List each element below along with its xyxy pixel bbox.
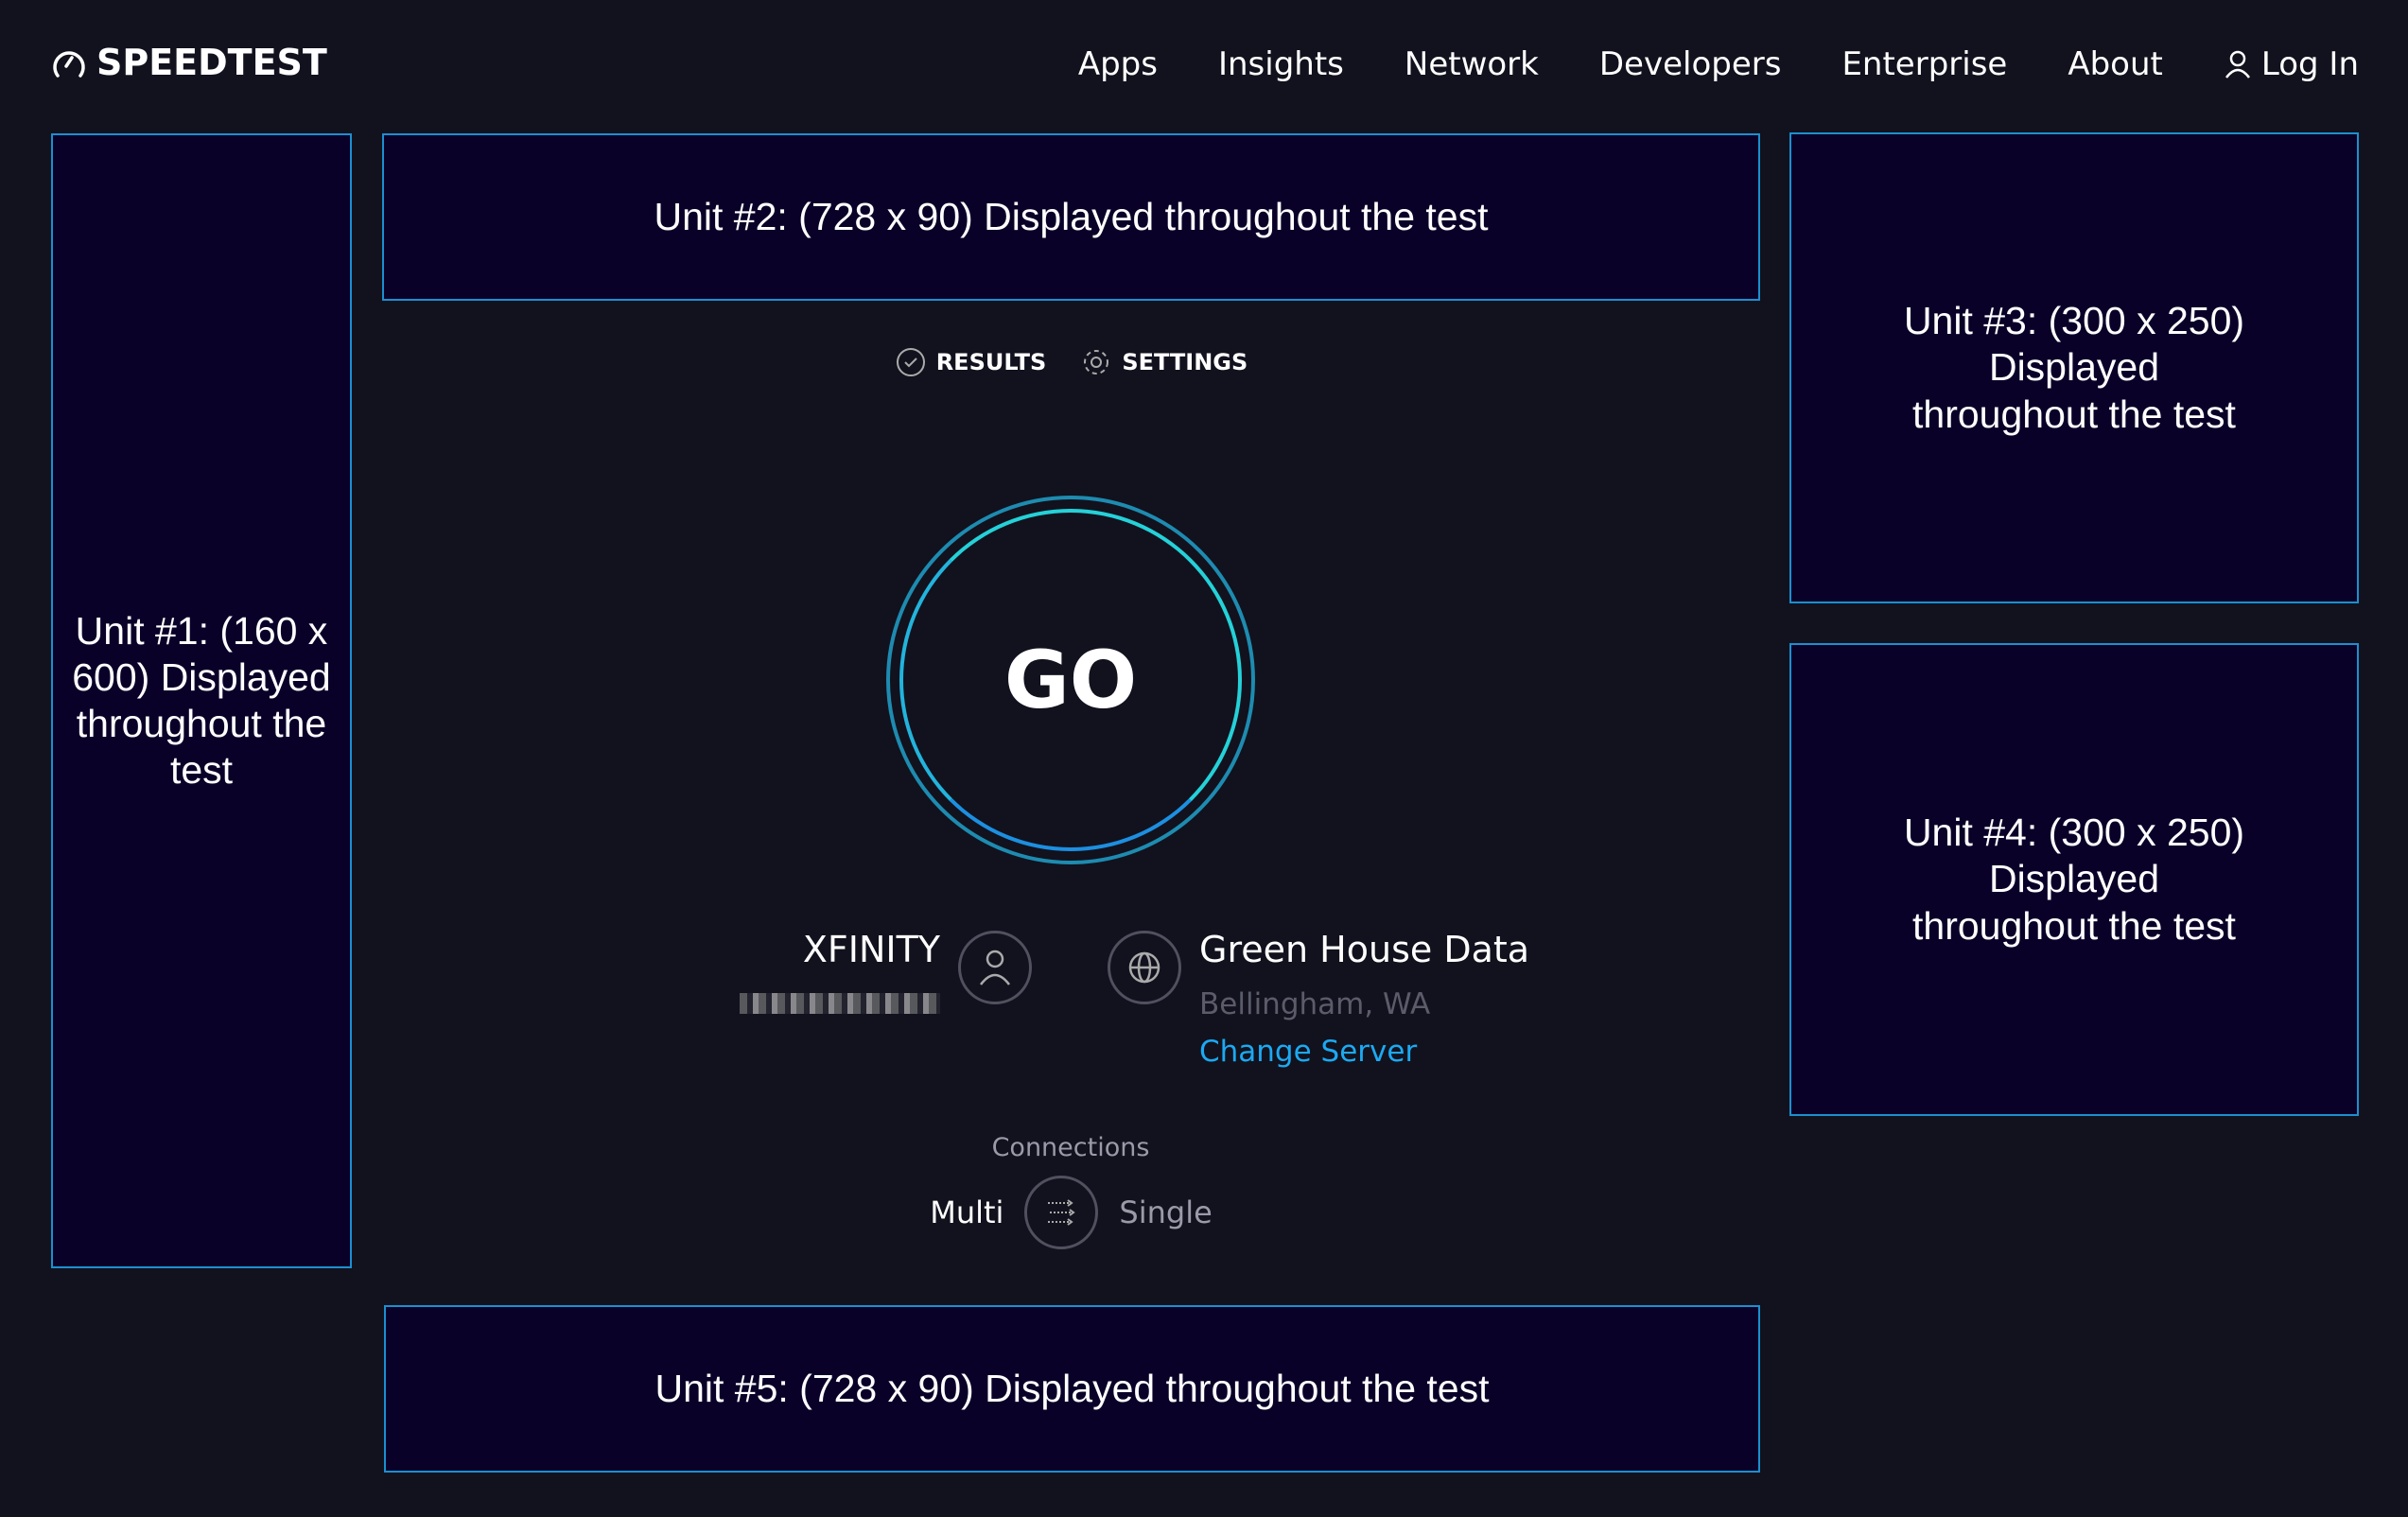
go-ring: GO	[886, 496, 1255, 864]
nav-insights[interactable]: Insights	[1217, 45, 1344, 83]
ad-unit-4-text: Unit #4: (300 x 250) Displayed throughou…	[1903, 811, 2245, 948]
nav-apps[interactable]: Apps	[1077, 45, 1158, 83]
check-circle-icon	[896, 348, 925, 376]
ad-unit-1[interactable]: Unit #1: (160 x 600) Displayed throughou…	[51, 133, 352, 1268]
main-nav: Apps Insights Network Developers Enterpr…	[1078, 40, 2359, 89]
connections-label: Connections	[991, 1133, 1150, 1162]
nav-developers[interactable]: Developers	[1598, 45, 1782, 83]
login-link[interactable]: Log In	[2224, 45, 2359, 83]
connections-toggle: Multi Single	[0, 1176, 2142, 1249]
nav-enterprise[interactable]: Enterprise	[1841, 45, 2008, 83]
tab-results-label: RESULTS	[935, 349, 1047, 375]
logo-text: SPEEDTEST	[96, 42, 327, 83]
ad-unit-2-text: Unit #2: (728 x 90) Displayed throughout…	[654, 194, 1489, 238]
user-icon	[2225, 50, 2250, 78]
go-label: GO	[1003, 634, 1138, 726]
tab-settings[interactable]: SETTINGS	[1080, 346, 1248, 378]
ad-unit-5[interactable]: Unit #5: (728 x 90) Displayed throughout…	[384, 1305, 1760, 1473]
ad-unit-3-text: Unit #3: (300 x 250) Displayed throughou…	[1903, 299, 2245, 436]
nav-about[interactable]: About	[2068, 45, 2163, 83]
server-name: Green House Data	[1199, 929, 1530, 970]
ad-unit-4[interactable]: Unit #4: (300 x 250) Displayed throughou…	[1789, 643, 2359, 1116]
go-button[interactable]: GO	[899, 509, 1242, 851]
multi-arrows-icon	[1048, 1199, 1076, 1226]
ad-unit-5-text: Unit #5: (728 x 90) Displayed throughout…	[654, 1366, 1490, 1410]
nav-network[interactable]: Network	[1404, 45, 1539, 83]
server-location: Bellingham, WA	[1199, 987, 1431, 1021]
change-server-link[interactable]: Change Server	[1199, 1035, 1418, 1069]
gear-icon	[1084, 350, 1109, 375]
isp-user-icon	[958, 931, 1032, 1004]
globe-icon	[1108, 931, 1181, 1004]
connections-toggle-button[interactable]	[1024, 1176, 1099, 1249]
isp-name: XFINITY	[802, 929, 940, 970]
speedtest-logo[interactable]: SPEEDTEST	[51, 42, 327, 83]
redacted-ip	[740, 993, 940, 1014]
server-info: Green House Data Bellingham, WA Change S…	[1199, 929, 1529, 1069]
multi-option[interactable]: Multi	[930, 1194, 1004, 1230]
tab-results[interactable]: RESULTS	[895, 346, 1047, 378]
login-label: Log In	[2260, 45, 2359, 83]
view-tabs: RESULTS SETTINGS	[0, 346, 2142, 378]
ad-unit-3[interactable]: Unit #3: (300 x 250) Displayed throughou…	[1789, 132, 2359, 603]
tab-settings-label: SETTINGS	[1122, 349, 1248, 375]
single-option[interactable]: Single	[1119, 1194, 1213, 1230]
ad-unit-2[interactable]: Unit #2: (728 x 90) Displayed throughout…	[382, 133, 1760, 301]
speedometer-icon	[53, 51, 85, 78]
ad-unit-1-text: Unit #1: (160 x 600) Displayed throughou…	[72, 608, 331, 793]
